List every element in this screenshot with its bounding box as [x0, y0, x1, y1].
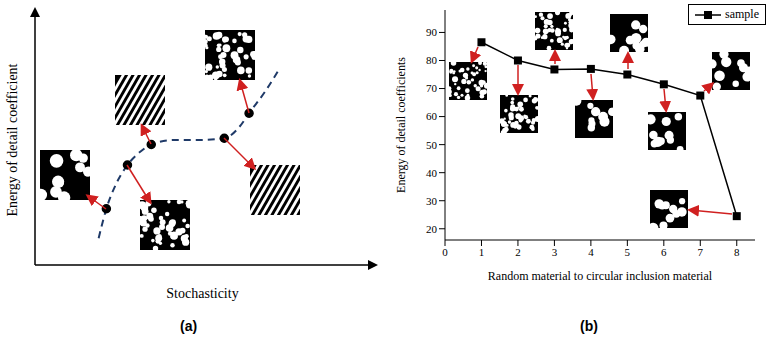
- svg-text:80: 80: [426, 54, 438, 66]
- svg-text:20: 20: [426, 223, 438, 235]
- svg-text:Energy of detail coefficients: Energy of detail coefficients: [395, 57, 408, 193]
- svg-text:Random material to circular in: Random material to circular inclusion ma…: [488, 269, 713, 283]
- svg-text:90: 90: [426, 26, 438, 38]
- svg-text:3: 3: [552, 246, 558, 258]
- html-text:sample: sample: [725, 7, 759, 21]
- svg-text:70: 70: [426, 82, 438, 94]
- svg-text:50: 50: [426, 139, 438, 151]
- svg-text:7: 7: [698, 246, 704, 258]
- svg-text:6: 6: [661, 246, 667, 258]
- svg-text:2: 2: [515, 246, 521, 258]
- svg-text:Stochasticity: Stochasticity: [166, 286, 238, 301]
- svg-text:8: 8: [734, 246, 740, 258]
- svg-text:30: 30: [426, 195, 438, 207]
- html-text:(b): (b): [580, 318, 598, 334]
- html-text:(a): (a): [180, 318, 198, 334]
- svg-text:4: 4: [588, 246, 594, 258]
- svg-text:1: 1: [479, 246, 485, 258]
- svg-text:Energy of detail coefficient: Energy of detail coefficient: [5, 63, 20, 216]
- svg-text:5: 5: [625, 246, 631, 258]
- svg-text:60: 60: [426, 110, 438, 122]
- svg-text:0: 0: [442, 246, 448, 258]
- svg-text:40: 40: [426, 167, 438, 179]
